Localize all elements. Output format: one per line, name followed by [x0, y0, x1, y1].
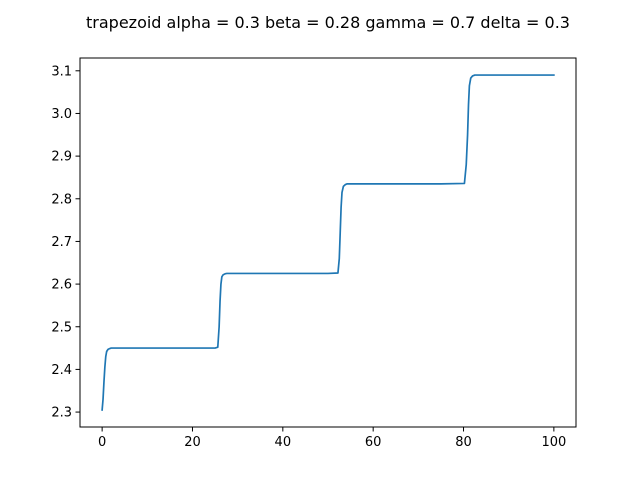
x-tick-label: 0 [98, 435, 106, 450]
x-tick-label: 100 [541, 435, 566, 450]
y-tick-label: 2.4 [51, 363, 72, 378]
y-tick-label: 2.5 [51, 320, 72, 335]
y-tick-label: 2.7 [51, 235, 72, 250]
y-tick-label: 2.6 [51, 278, 72, 293]
chart-title: trapezoid alpha = 0.3 beta = 0.28 gamma … [86, 13, 570, 32]
axes-frame [79, 57, 577, 428]
plot-area: 0 20 40 60 80 100 2.3 2.4 2.5 2.6 2.7 2.8 2.9 3.0 3.1 [51, 57, 577, 450]
x-tick-label: 20 [184, 435, 201, 450]
y-tick-label: 3.0 [51, 107, 72, 122]
x-tick-label: 80 [455, 435, 472, 450]
y-tick-label: 3.1 [51, 64, 72, 79]
y-tick-label: 2.9 [51, 150, 72, 165]
y-tick-label: 2.8 [51, 192, 72, 207]
series-line-0 [101, 74, 555, 411]
x-tick-label: 60 [365, 435, 382, 450]
y-tick-label: 2.3 [51, 406, 72, 421]
x-tick-label: 40 [275, 435, 292, 450]
